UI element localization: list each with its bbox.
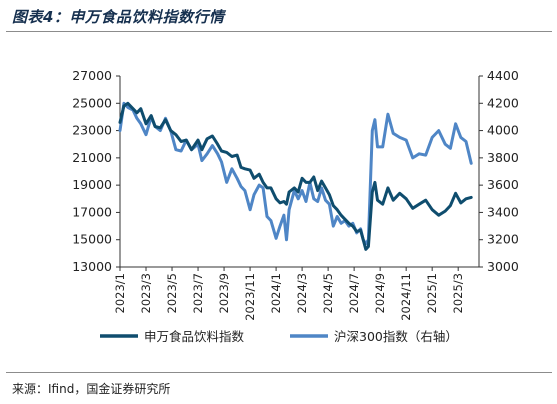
series-sw-food-beverage-line — [118, 101, 473, 251]
right-tick-label: 3000 — [487, 259, 519, 274]
x-tick-label: 2023/5 — [165, 273, 179, 313]
series-csi300-line — [118, 101, 473, 246]
right-tick-label: 3200 — [487, 232, 519, 247]
left-tick-label: 21000 — [72, 150, 112, 165]
x-tick-label: 2023/11 — [243, 273, 257, 321]
x-tick-label: 2023/7 — [191, 273, 205, 313]
x-tick-label: 2023/3 — [139, 273, 153, 313]
right-tick-label: 4000 — [487, 123, 519, 138]
right-tick-label: 4400 — [487, 68, 519, 83]
left-tick-label: 13000 — [72, 259, 112, 274]
chart-legend: 申万食品饮料指数 沪深300指数（右轴） — [100, 329, 458, 344]
x-tick-label: 2025/3 — [451, 273, 465, 313]
left-tick-label: 23000 — [72, 123, 112, 138]
source-note: 来源：Ifind，国金证券研究所 — [12, 382, 171, 396]
line-chart: 13000 15000 17000 19000 21000 23000 25000 27000… — [72, 68, 519, 344]
x-tick-label: 2024/11 — [399, 273, 413, 321]
right-tick-label: 3400 — [487, 204, 519, 219]
right-tick-label: 4200 — [487, 95, 519, 110]
legend-label: 沪深300指数（右轴） — [334, 329, 458, 344]
x-tick-label: 2024/9 — [373, 273, 387, 313]
left-tick-label: 25000 — [72, 95, 112, 110]
x-tick-label: 2024/1 — [269, 273, 283, 313]
x-tick-label: 2024/7 — [347, 273, 361, 313]
x-tick-label: 2025/1 — [425, 273, 439, 313]
legend-item-csi300: 沪深300指数（右轴） — [290, 329, 458, 344]
right-tick-label: 3800 — [487, 150, 519, 165]
x-tick-label: 2024/5 — [321, 273, 335, 313]
figure-header: 图表4：申万食品饮料指数行情 — [0, 0, 557, 34]
chart-axes: 13000 15000 17000 19000 21000 23000 25000 27000… — [72, 68, 519, 321]
x-tick-label: 2024/3 — [295, 273, 309, 313]
chart-series — [118, 101, 473, 251]
left-tick-label: 15000 — [72, 232, 112, 247]
right-tick-label: 3600 — [487, 177, 519, 192]
x-tick-label: 2023/9 — [217, 273, 231, 313]
top-rule — [6, 31, 552, 32]
figure-title: 图表4：申万食品饮料指数行情 — [12, 8, 225, 26]
left-tick-label: 17000 — [72, 204, 112, 219]
left-tick-label: 27000 — [72, 68, 112, 83]
bottom-rule — [6, 372, 552, 373]
legend-label: 申万食品饮料指数 — [144, 329, 245, 344]
x-tick-label: 2023/1 — [113, 273, 127, 313]
left-tick-label: 19000 — [72, 177, 112, 192]
legend-item-sw-food-beverage: 申万食品饮料指数 — [100, 329, 245, 344]
